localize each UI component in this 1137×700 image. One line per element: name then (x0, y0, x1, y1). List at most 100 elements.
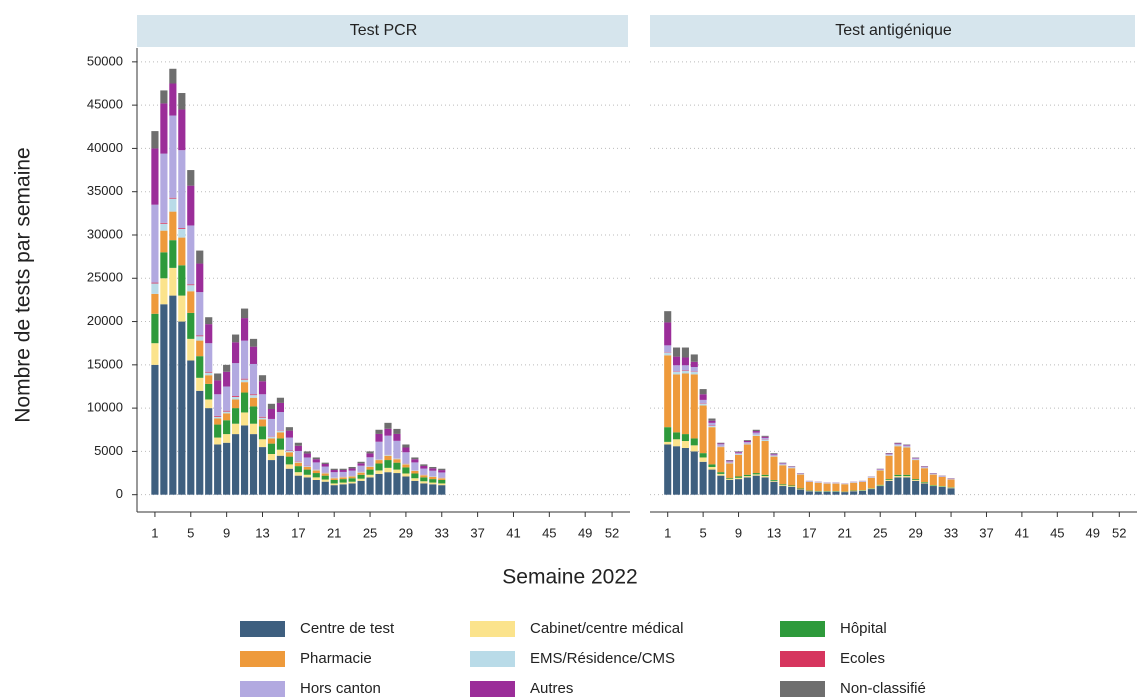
bar-segment (366, 466, 374, 470)
bar-segment (375, 470, 383, 474)
bar-segment (673, 446, 681, 495)
bar-segment (929, 486, 937, 495)
bar-segment (357, 463, 365, 466)
strip (650, 15, 1135, 47)
bar-segment (438, 470, 446, 473)
bar-segment (823, 483, 831, 491)
bar-segment (223, 413, 231, 421)
bar-segment (321, 462, 329, 464)
bar-segment (805, 481, 813, 491)
x-tick-label: 52 (1112, 525, 1126, 540)
bar-segment (178, 321, 186, 495)
bar-segment (240, 378, 249, 380)
bar-segment (752, 432, 760, 435)
bar-segment (393, 462, 401, 470)
bar-segment (151, 148, 159, 205)
bar-segment (321, 481, 329, 495)
bar-segment (249, 434, 258, 495)
bar-segment (178, 295, 186, 322)
bar-segment (876, 469, 884, 470)
bar-segment (348, 483, 356, 495)
bar-segment (867, 489, 875, 495)
bar-segment (240, 308, 249, 319)
bar-segment (411, 478, 419, 481)
bar-segment (232, 408, 240, 424)
bar-segment (205, 375, 213, 384)
bar-segment (375, 429, 383, 434)
bar-segment (411, 473, 419, 479)
bar-segment (761, 441, 769, 475)
bar-segment (348, 478, 356, 482)
bar-segment (240, 318, 249, 341)
bar-segment (690, 445, 698, 452)
bar-segment (214, 437, 222, 445)
bar-segment (429, 466, 437, 469)
bar-segment (348, 475, 356, 477)
bar-segment (205, 408, 213, 495)
bar-segment (205, 324, 213, 344)
bar-segment (402, 464, 410, 468)
bar-segment (366, 477, 374, 495)
bar-segment (187, 338, 195, 361)
bar-segment (303, 451, 311, 454)
y-axis-title: Nombre de tests par semaine (12, 147, 35, 422)
bar-segment (788, 468, 796, 486)
bar-segment (429, 470, 437, 477)
legend-label: Hôpital (840, 620, 887, 637)
bar-segment (438, 478, 446, 480)
bar-segment (187, 312, 195, 339)
x-tick-label: 45 (542, 525, 556, 540)
y-tick-label: 20000 (87, 313, 123, 328)
legend-label: Pharmacie (300, 650, 372, 667)
bar-segment (903, 444, 911, 446)
bar-segment (249, 397, 258, 407)
bar-segment (690, 451, 698, 495)
bar-segment (160, 304, 168, 495)
bar-segment (178, 109, 186, 151)
bar-segment (375, 460, 383, 464)
bar-segment (330, 479, 338, 484)
legend-swatch (780, 681, 825, 697)
bar-segment (735, 476, 743, 478)
bar-segment (735, 454, 743, 455)
x-tick-label: 41 (506, 525, 520, 540)
bar-segment (169, 83, 177, 116)
bar-segment (938, 486, 946, 495)
bar-segment (752, 473, 760, 475)
bar-segment (788, 486, 796, 495)
bar-segment (223, 364, 231, 372)
bar-segment (330, 472, 338, 478)
bar-segment (294, 450, 302, 462)
bar-segment (885, 479, 893, 480)
bar-segment (232, 434, 240, 495)
bar-segment (285, 468, 293, 495)
bar-segment (788, 486, 796, 487)
bar-segment (841, 492, 849, 495)
bar-segment (276, 412, 285, 431)
bar-segment (894, 442, 902, 444)
bar-segment (699, 394, 707, 400)
bar-segment (169, 267, 177, 296)
bar-segment (681, 370, 689, 374)
bar-segment (214, 418, 222, 425)
bar-segment (690, 371, 698, 375)
bar-segment (151, 204, 159, 283)
bar-segment (178, 228, 186, 229)
bar-segment (796, 488, 805, 490)
bar-segment (151, 293, 159, 314)
bar-segment (411, 457, 419, 460)
x-tick-label: 49 (578, 525, 592, 540)
bar-segment (160, 103, 168, 154)
bar-segment (796, 474, 805, 489)
bar-segment (752, 474, 760, 476)
bar-segment (187, 284, 195, 286)
bar-segment (258, 417, 267, 420)
bar-segment (178, 93, 186, 110)
bar-segment (187, 185, 195, 226)
bar-segment (796, 488, 805, 489)
bar-segment (681, 357, 689, 366)
bar-segment (240, 379, 249, 383)
bar-segment (912, 479, 920, 480)
bar-segment (348, 481, 356, 484)
bar-segment (779, 484, 787, 486)
